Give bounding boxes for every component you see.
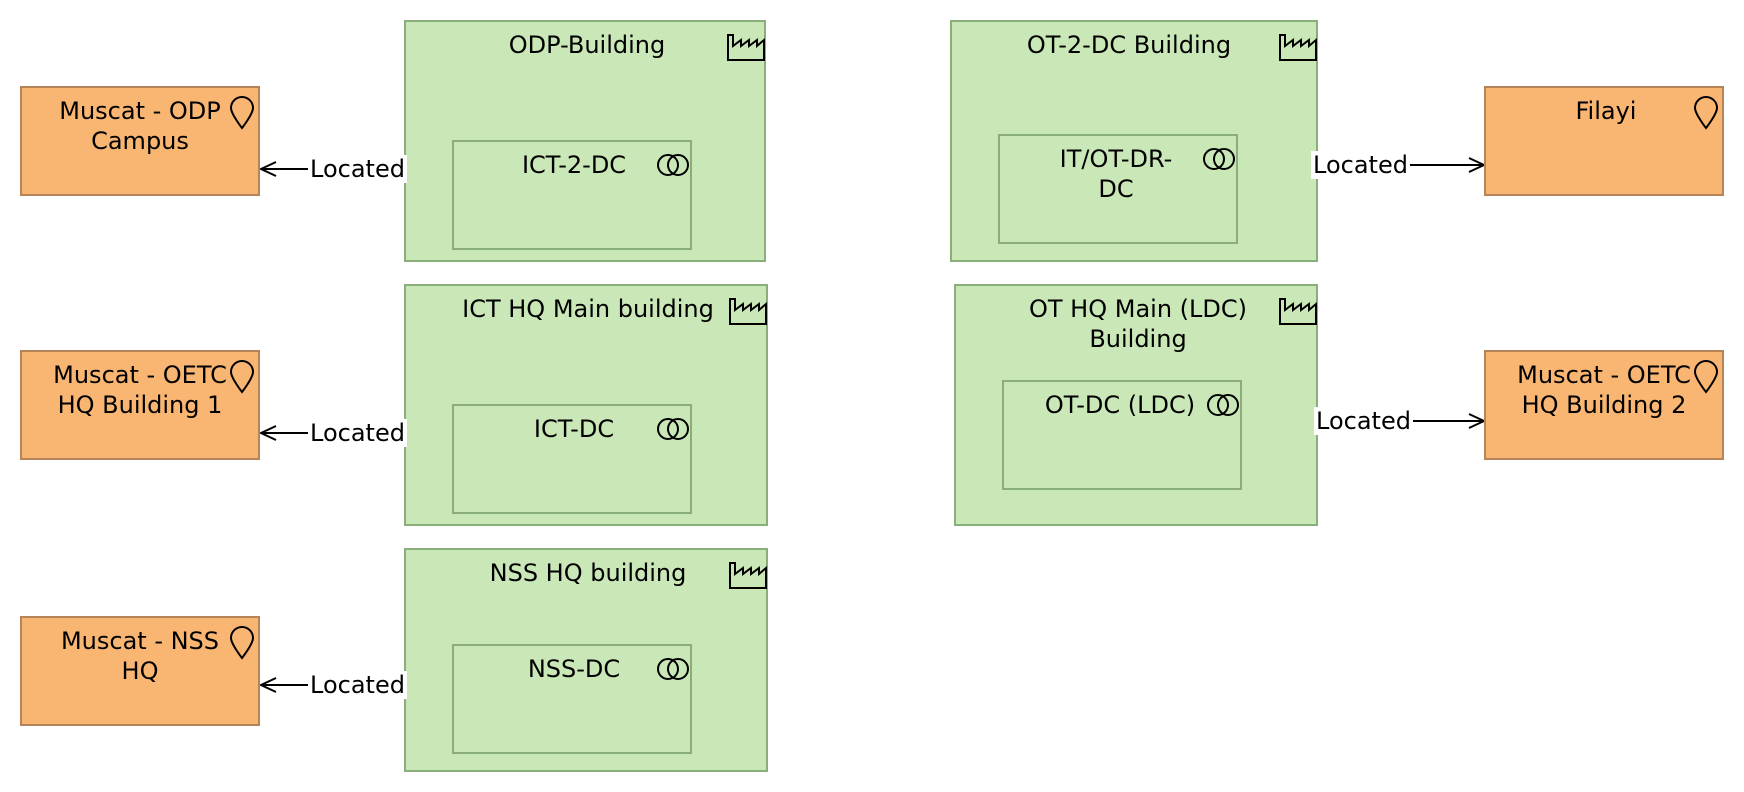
location-label: Filayi: [1575, 97, 1637, 125]
relation-label-located[interactable]: Located: [1314, 407, 1413, 435]
facility-label: NSS HQ building: [489, 559, 687, 587]
facility-label: ICT HQ Main building: [462, 295, 714, 323]
location-pin-icon: [1693, 96, 1719, 130]
factory-icon: [727, 34, 765, 61]
location-pin-icon: [229, 360, 255, 394]
factory-icon: [1279, 298, 1317, 325]
factory-icon: [1279, 34, 1317, 61]
equipment-ict-2-dc[interactable]: ICT-2-DC: [452, 140, 692, 250]
location-muscat-oetc-hq-building-1[interactable]: Muscat - OETC HQ Building 1: [20, 350, 260, 460]
location-muscat-odp-campus[interactable]: Muscat - ODP Campus: [20, 86, 260, 196]
equipment-gears-icon: [657, 418, 689, 440]
facility-label: ODP-Building: [508, 31, 666, 59]
relation-label-located[interactable]: Located: [308, 671, 407, 699]
arrowhead-r3: [258, 677, 277, 693]
equipment-gears-icon: [657, 154, 689, 176]
equipment-ot-dc-ldc[interactable]: OT-DC (LDC): [1002, 380, 1242, 490]
relation-label-located[interactable]: Located: [1311, 151, 1410, 179]
location-filayi[interactable]: Filayi: [1484, 86, 1724, 196]
relation-label-located[interactable]: Located: [308, 155, 407, 183]
location-pin-icon: [229, 626, 255, 660]
location-label: Muscat - ODP Campus: [59, 97, 221, 155]
location-pin-icon: [229, 96, 255, 130]
equipment-it-ot-dr-dc[interactable]: IT/OT-DR- DC: [998, 134, 1238, 244]
location-label: Muscat - OETC HQ Building 2: [1517, 361, 1691, 419]
equipment-gears-icon: [657, 658, 689, 680]
equipment-label: ICT-DC: [533, 415, 615, 443]
equipment-gears-icon: [1207, 394, 1239, 416]
facility-label: OT HQ Main (LDC) Building: [1028, 295, 1247, 353]
factory-icon: [729, 562, 767, 589]
equipment-label: IT/OT-DR- DC: [1059, 145, 1173, 203]
equipment-label: ICT-2-DC: [521, 151, 627, 179]
location-muscat-nss-hq[interactable]: Muscat - NSS HQ: [20, 616, 260, 726]
arrowhead-r1: [258, 161, 277, 177]
location-muscat-oetc-hq-building-2[interactable]: Muscat - OETC HQ Building 2: [1484, 350, 1724, 460]
location-label: Muscat - NSS HQ: [60, 627, 220, 685]
relation-label-located[interactable]: Located: [308, 419, 407, 447]
location-label: Muscat - OETC HQ Building 1: [53, 361, 227, 419]
equipment-nss-dc[interactable]: NSS-DC: [452, 644, 692, 754]
factory-icon: [729, 298, 767, 325]
equipment-label: OT-DC (LDC): [1044, 391, 1196, 419]
arrowhead-r2: [258, 425, 277, 441]
equipment-label: NSS-DC: [527, 655, 621, 683]
equipment-ict-dc[interactable]: ICT-DC: [452, 404, 692, 514]
equipment-gears-icon: [1203, 148, 1235, 170]
facility-label: OT-2-DC Building: [1026, 31, 1232, 59]
location-pin-icon: [1693, 360, 1719, 394]
